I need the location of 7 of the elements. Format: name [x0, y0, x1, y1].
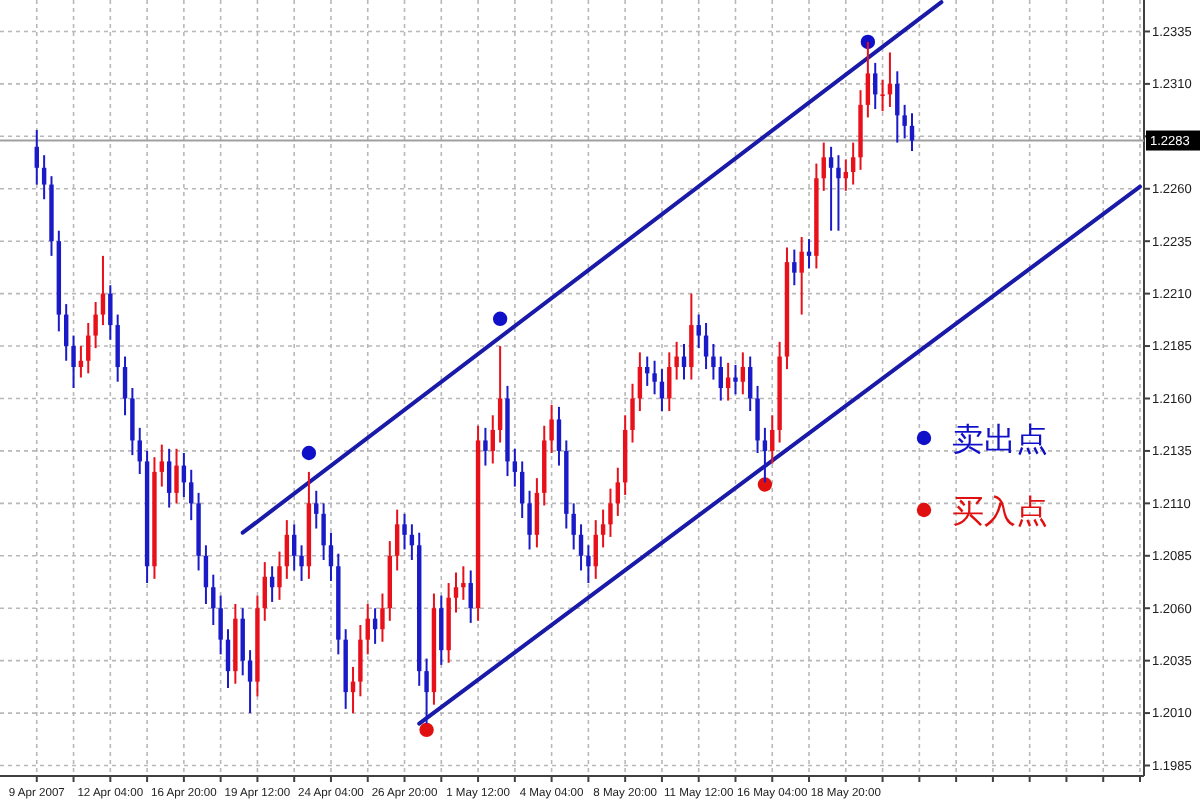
point	[301, 445, 317, 461]
point	[860, 34, 876, 50]
point	[757, 477, 773, 492]
legend-label: 卖出点	[952, 420, 1048, 458]
point	[492, 311, 508, 326]
legend-label: 买入点	[952, 492, 1048, 530]
point	[419, 722, 434, 738]
